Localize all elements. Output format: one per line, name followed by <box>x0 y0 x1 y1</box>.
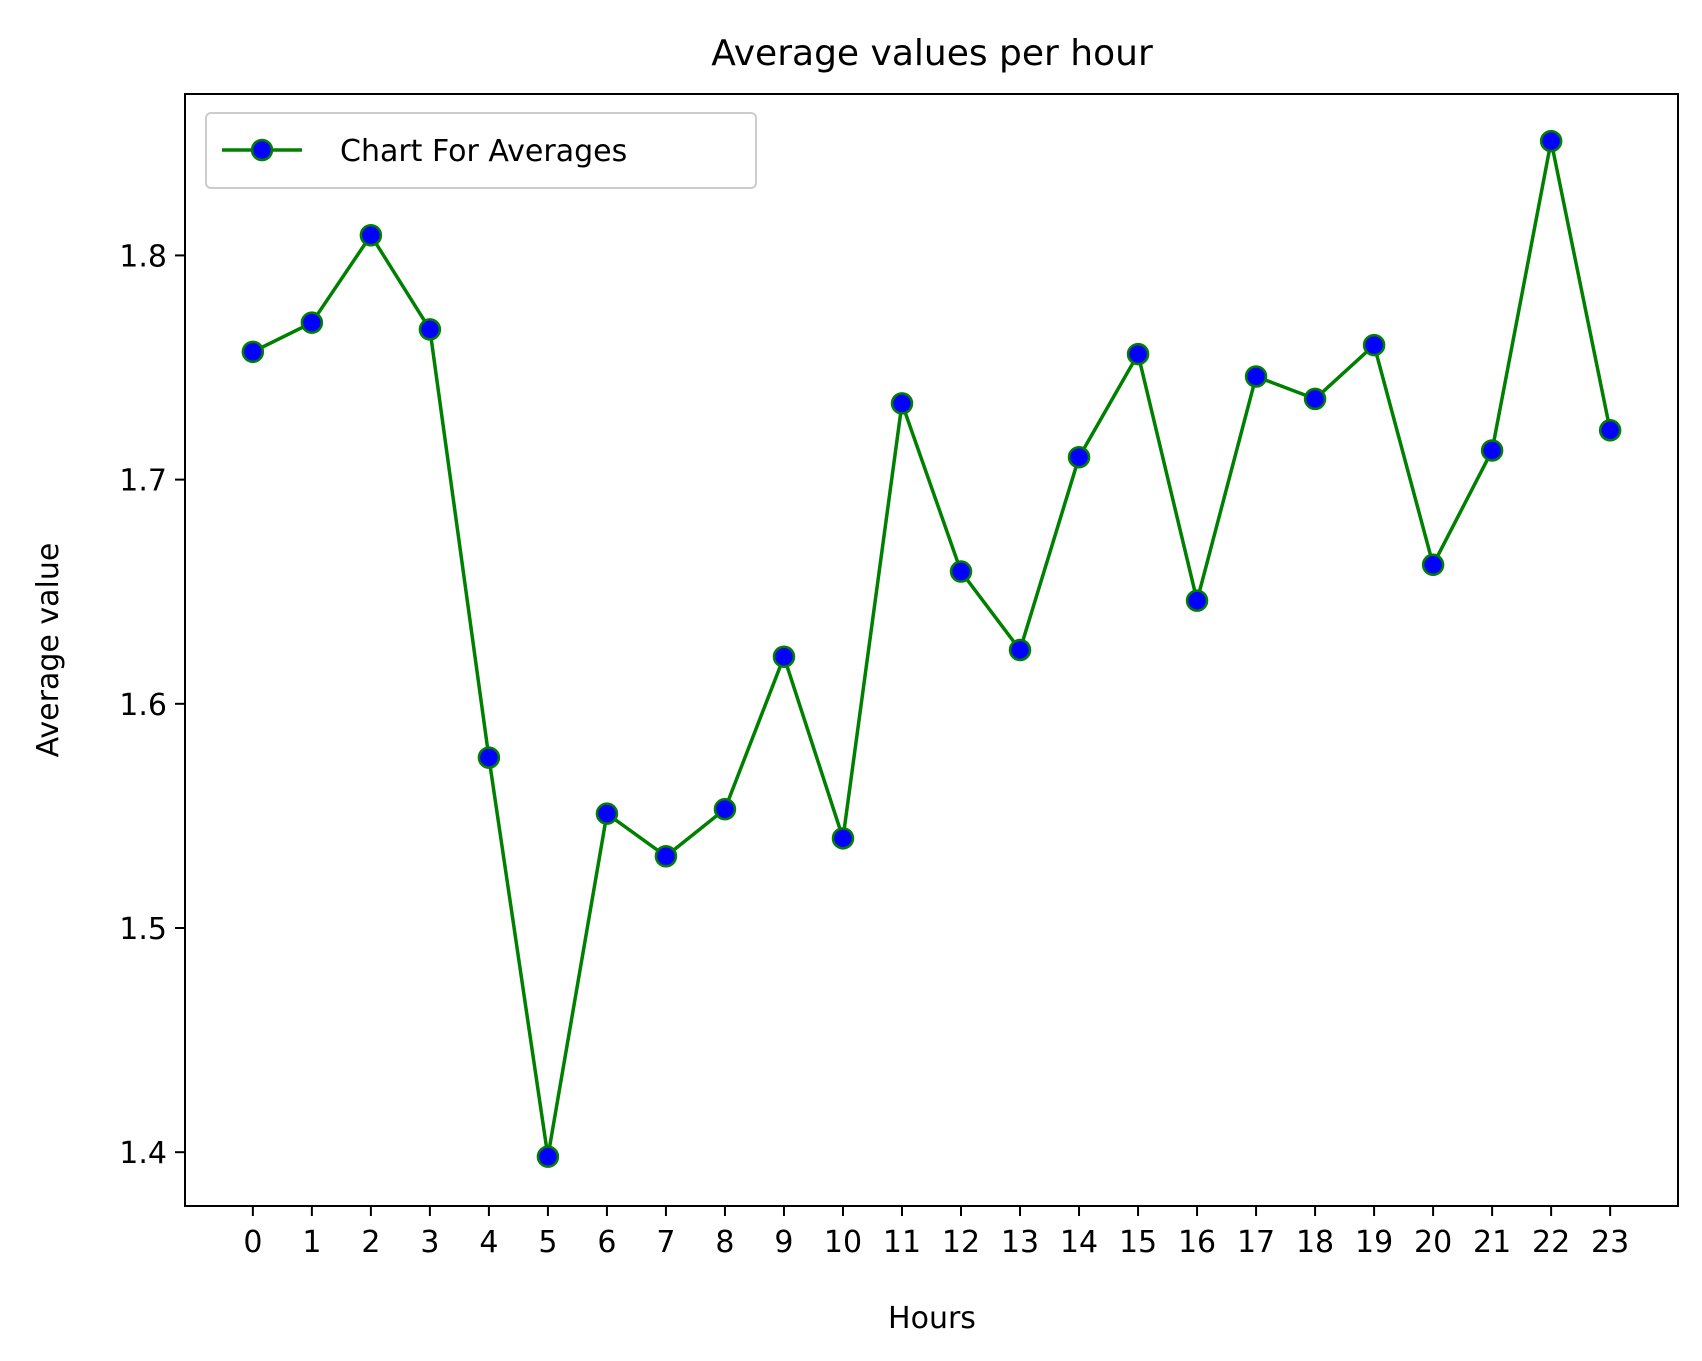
data-point <box>949 560 973 583</box>
x-tick-label: 10 <box>824 1225 862 1260</box>
x-tick-label: 15 <box>1119 1225 1157 1260</box>
data-point <box>359 223 383 247</box>
data-point <box>1067 445 1091 469</box>
y-axis-ticks: 1.4 1.5 1.6 1.7 1.8 <box>119 239 185 1171</box>
x-tick-label: 17 <box>1237 1225 1275 1260</box>
data-point <box>1126 342 1150 366</box>
data-point <box>1362 333 1386 357</box>
x-tick-label: 18 <box>1296 1225 1334 1260</box>
plot-frame <box>184 93 1679 1207</box>
y-axis-label: Average value <box>31 543 66 758</box>
data-point <box>1008 638 1032 662</box>
x-tick-label: 3 <box>420 1225 439 1260</box>
x-tick-label: 8 <box>715 1225 734 1260</box>
y-tick-label: 1.4 <box>119 1136 167 1171</box>
y-tick-label: 1.7 <box>119 464 167 499</box>
data-point <box>1421 553 1445 577</box>
data-point <box>654 845 678 868</box>
x-axis-label: Hours <box>888 1301 976 1336</box>
x-tick-label: 5 <box>538 1225 557 1260</box>
x-tick-label: 14 <box>1060 1225 1098 1260</box>
y-tick-label: 1.8 <box>119 239 167 274</box>
data-point <box>831 827 855 850</box>
chart-title: Average values per hour <box>711 33 1153 74</box>
x-tick-label: 2 <box>361 1225 380 1260</box>
x-tick-label: 7 <box>656 1225 675 1260</box>
x-tick-label: 1 <box>302 1225 321 1260</box>
series-line <box>252 139 1612 1159</box>
data-point <box>1598 419 1622 442</box>
legend-label: Chart For Averages <box>340 134 627 169</box>
data-point <box>772 645 796 668</box>
x-tick-label: 13 <box>1001 1225 1039 1260</box>
data-point <box>1185 589 1209 612</box>
legend: Chart For Averages <box>205 112 757 189</box>
x-tick-label: 16 <box>1178 1225 1216 1260</box>
x-tick-label: 9 <box>774 1225 793 1260</box>
plot-area: 0 1 2 3 4 5 6 7 8 9 10 11 12 13 14 15 16 17 18 19 20 21 22 23 1… <box>119 93 1679 1260</box>
data-point <box>241 340 265 364</box>
data-point <box>890 392 914 415</box>
x-tick-label: 19 <box>1355 1225 1393 1260</box>
data-point <box>713 797 737 821</box>
x-axis-ticks: 0 1 2 3 4 5 6 7 8 9 10 11 12 13 14 15 16 17 18 19 20 21 22 23 <box>243 1206 1629 1260</box>
y-tick-label: 1.5 <box>119 912 167 947</box>
data-point <box>418 318 442 341</box>
x-tick-label: 11 <box>883 1225 921 1260</box>
x-tick-label: 0 <box>243 1225 262 1260</box>
x-tick-label: 22 <box>1532 1225 1570 1260</box>
data-point <box>477 746 501 769</box>
data-point <box>595 802 619 825</box>
x-tick-label: 4 <box>479 1225 498 1260</box>
x-tick-label: 23 <box>1591 1225 1629 1260</box>
data-point <box>300 311 324 334</box>
data-point <box>536 1145 560 1168</box>
x-tick-label: 21 <box>1473 1225 1511 1260</box>
series-markers <box>241 129 1622 1168</box>
x-tick-label: 20 <box>1414 1225 1452 1260</box>
legend-box <box>205 112 757 189</box>
legend-marker-sample <box>250 138 274 162</box>
data-point <box>1539 129 1563 153</box>
data-point <box>1480 439 1504 462</box>
x-tick-label: 6 <box>597 1225 616 1260</box>
y-tick-label: 1.6 <box>119 688 167 723</box>
x-tick-label: 12 <box>942 1225 980 1260</box>
data-point <box>1244 365 1268 388</box>
data-point <box>1303 387 1327 411</box>
